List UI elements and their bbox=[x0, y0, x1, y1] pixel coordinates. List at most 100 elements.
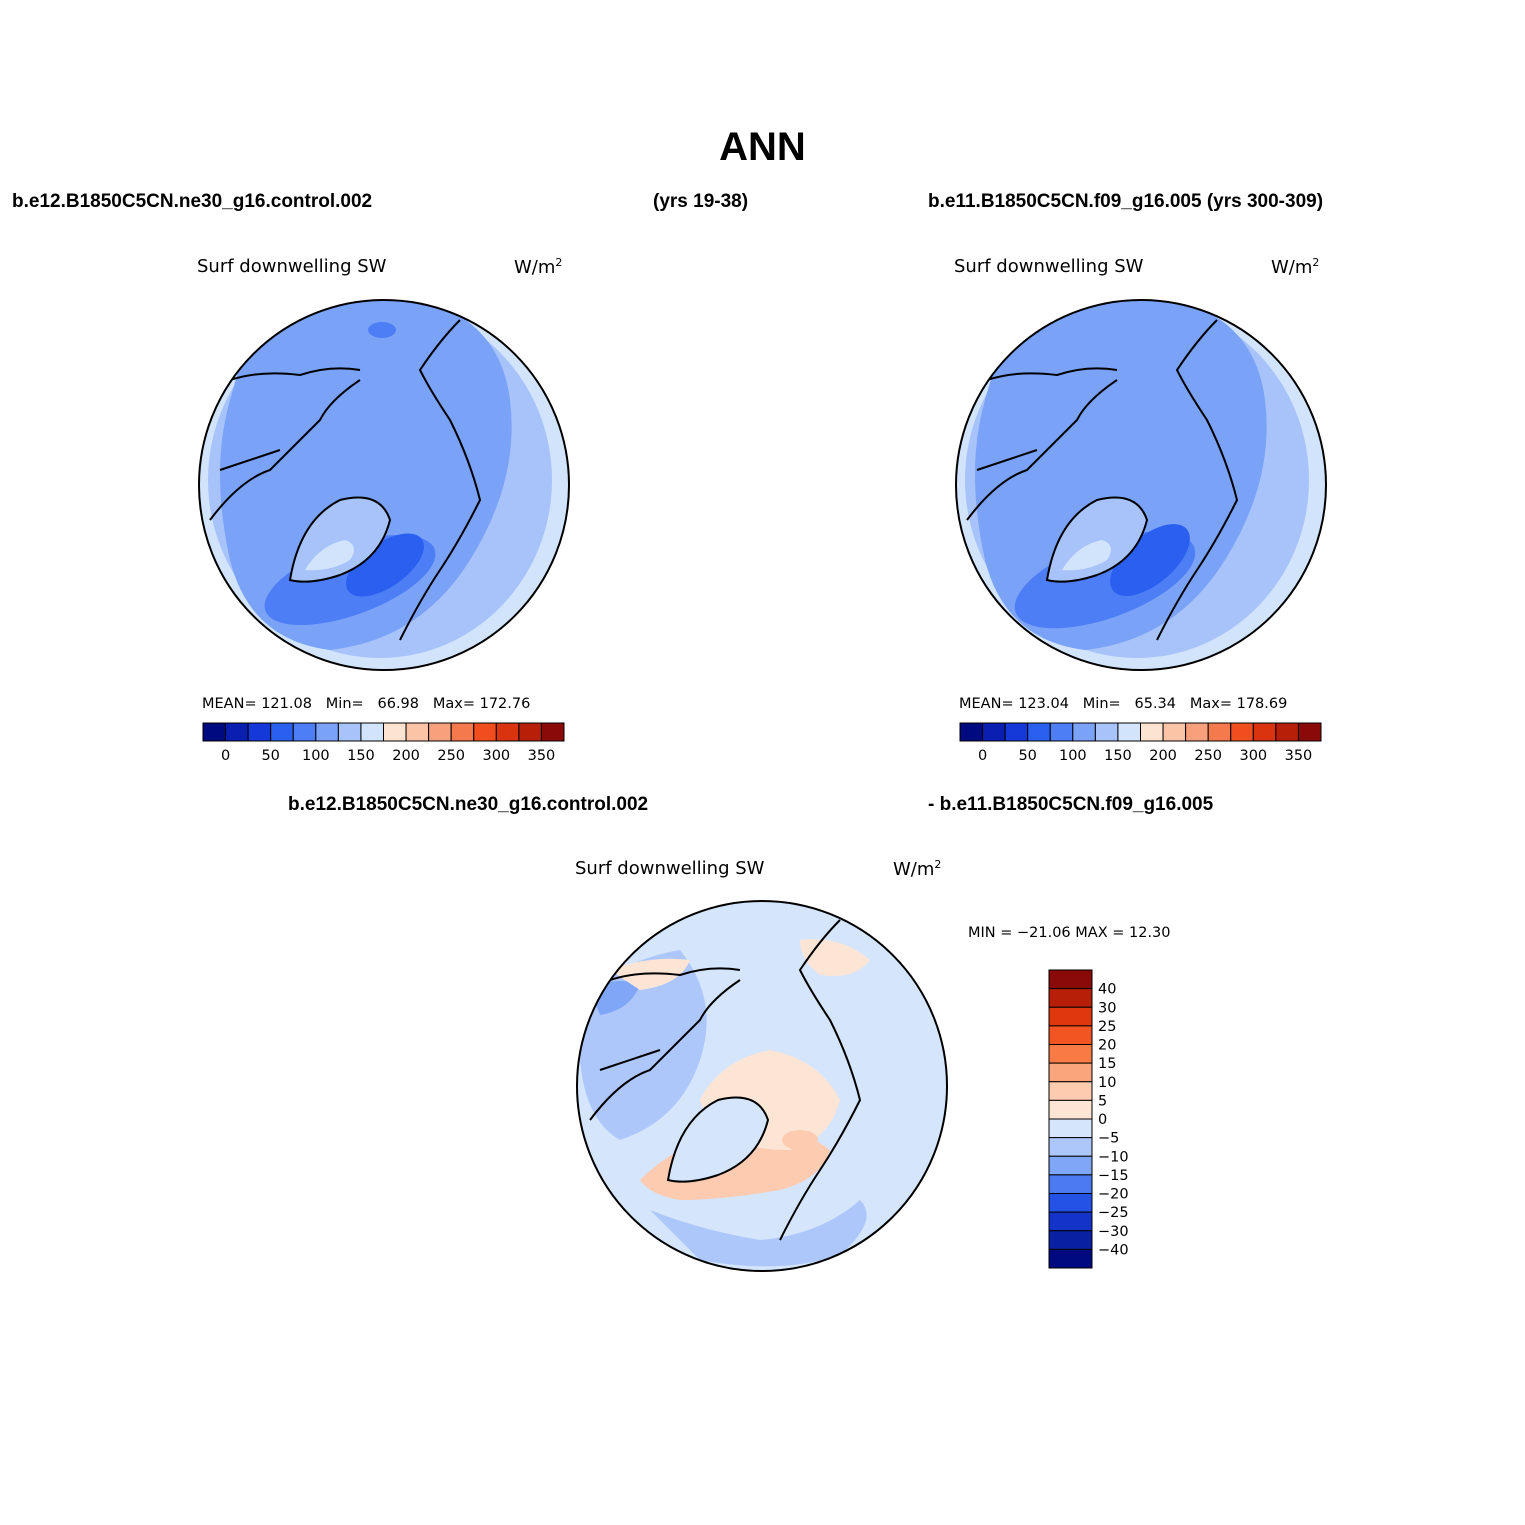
cb1-swatch bbox=[292, 722, 317, 742]
cb3-label: 10 bbox=[1098, 1075, 1116, 1091]
cb3-swatch bbox=[1048, 1155, 1093, 1176]
cb2-swatch bbox=[1207, 722, 1232, 742]
cb1-swatch bbox=[225, 722, 249, 742]
cb1-swatch bbox=[428, 722, 452, 742]
map1-border bbox=[198, 299, 570, 671]
cb1-swatch bbox=[495, 722, 520, 742]
cb3-swatch bbox=[1048, 1044, 1093, 1064]
cb1-swatch bbox=[473, 722, 497, 742]
cb3-swatch bbox=[1048, 1025, 1093, 1045]
map2-coast-eurasia bbox=[1156, 319, 1239, 641]
map2-atlantic-darker bbox=[1110, 524, 1190, 596]
cb3-swatch bbox=[1048, 969, 1093, 990]
map3-neg-south bbox=[650, 1200, 867, 1267]
map2-coast-canada bbox=[966, 379, 1118, 521]
map-panel1 bbox=[199, 300, 569, 670]
map-panel2 bbox=[956, 300, 1326, 670]
panel3-units: W/m2 bbox=[893, 858, 942, 880]
panel3-stats: MIN = −21.06 MAX = 12.30 bbox=[968, 925, 1171, 941]
cb3-label: −20 bbox=[1098, 1187, 1129, 1203]
cb1-label: 150 bbox=[347, 748, 375, 764]
cb2-label: 150 bbox=[1104, 748, 1132, 764]
map3-border bbox=[576, 900, 948, 1272]
cb3-swatch bbox=[1048, 1099, 1093, 1120]
cb1-label: 300 bbox=[482, 748, 510, 764]
panel2-units: W/m2 bbox=[1271, 256, 1320, 278]
cb1-swatch bbox=[202, 722, 227, 742]
map3-coast-alaska bbox=[609, 967, 741, 981]
cb3-swatch bbox=[1048, 1006, 1093, 1027]
cb3-swatch bbox=[1048, 1248, 1093, 1269]
panel2-stats: MEAN= 123.04 Min= 65.34 Max= 178.69 bbox=[959, 696, 1288, 712]
colorbar-panel1: 0 50 100 150 200 250 300 350 bbox=[202, 722, 565, 764]
cb3-swatch bbox=[1048, 1137, 1093, 1157]
map1-coast-alaska bbox=[229, 367, 361, 381]
cb3-label: −30 bbox=[1098, 1224, 1129, 1240]
cb2-swatch bbox=[959, 722, 984, 742]
cb3-swatch bbox=[1048, 1174, 1093, 1194]
map1-pacific-dark bbox=[368, 322, 396, 338]
cb1-swatch bbox=[450, 722, 475, 742]
cb2-label: 300 bbox=[1239, 748, 1267, 764]
cb2-swatch bbox=[1297, 722, 1322, 742]
case2-name: b.e11.B1850C5CN.f09_g16.005 (yrs 300-309… bbox=[928, 191, 1324, 212]
cb2-swatch bbox=[1252, 722, 1277, 742]
case1-years: (yrs 19-38) bbox=[653, 191, 749, 212]
cb1-swatch bbox=[518, 722, 542, 742]
cb2-label: 200 bbox=[1149, 748, 1177, 764]
cb2-swatch bbox=[1117, 722, 1141, 742]
cb1-swatch bbox=[383, 722, 407, 742]
figure-title: ANN bbox=[719, 125, 806, 169]
map-panel3 bbox=[577, 901, 947, 1271]
map2-border bbox=[955, 299, 1327, 671]
cb3-swatch bbox=[1048, 1230, 1093, 1250]
cb1-swatch bbox=[270, 722, 294, 742]
cb1-swatch bbox=[405, 722, 430, 742]
map1-atlantic-darker bbox=[346, 533, 424, 597]
cb3-swatch bbox=[1048, 1062, 1093, 1083]
cb1-swatch bbox=[247, 722, 272, 742]
cb2-swatch bbox=[1275, 722, 1299, 742]
cb1-label: 100 bbox=[302, 748, 330, 764]
cb3-label: −5 bbox=[1098, 1131, 1119, 1147]
cb1-label: 350 bbox=[528, 748, 556, 764]
cb1-swatch bbox=[540, 722, 565, 742]
map1-greenland-ice bbox=[305, 540, 354, 571]
cb3-label: 20 bbox=[1098, 1038, 1116, 1054]
cb2-swatch bbox=[1230, 722, 1254, 742]
diff-case1-name: b.e12.B1850C5CN.ne30_g16.control.002 bbox=[288, 794, 649, 815]
map1-coast-eurasia bbox=[399, 319, 482, 641]
cb1-label: 200 bbox=[392, 748, 420, 764]
map3-pos-northeast bbox=[800, 939, 870, 976]
map2-coast-alaska bbox=[986, 367, 1118, 381]
cb3-label: −40 bbox=[1098, 1242, 1129, 1258]
cb1-label: 0 bbox=[221, 748, 230, 764]
cb1-swatch bbox=[315, 722, 339, 742]
cb2-swatch bbox=[1140, 722, 1164, 742]
cb3-swatch bbox=[1048, 1081, 1093, 1101]
map3-coast-canada bbox=[589, 979, 741, 1121]
map3-greenland bbox=[666, 1096, 770, 1183]
cb3-label: −15 bbox=[1098, 1168, 1129, 1184]
cb2-swatch bbox=[1094, 722, 1119, 742]
cb2-label: 50 bbox=[1018, 748, 1036, 764]
cb2-swatch bbox=[1027, 722, 1051, 742]
cb3-swatch bbox=[1048, 988, 1093, 1008]
map3-pos-spot bbox=[782, 1130, 818, 1150]
map2-arctic-field bbox=[975, 300, 1267, 650]
cb2-label: 0 bbox=[978, 748, 987, 764]
cb2-swatch bbox=[1004, 722, 1029, 742]
cb3-label: 0 bbox=[1098, 1112, 1107, 1128]
panel3-variable: Surf downwelling SW bbox=[575, 858, 765, 879]
cb3-swatch bbox=[1048, 1211, 1093, 1232]
cb3-label: 15 bbox=[1098, 1056, 1116, 1072]
cb2-swatch bbox=[982, 722, 1006, 742]
cb2-label: 350 bbox=[1285, 748, 1313, 764]
cb1-label: 250 bbox=[437, 748, 465, 764]
colorbar-diff: 40 30 25 20 15 10 5 0 −5 −10 −15 −20 −25 −30 −40 bbox=[1048, 969, 1129, 1269]
map3-coast-eurasia bbox=[779, 919, 862, 1241]
panel2-variable: Surf downwelling SW bbox=[954, 256, 1144, 277]
cb3-label: 5 bbox=[1098, 1093, 1107, 1109]
cb3-label: −10 bbox=[1098, 1149, 1129, 1165]
